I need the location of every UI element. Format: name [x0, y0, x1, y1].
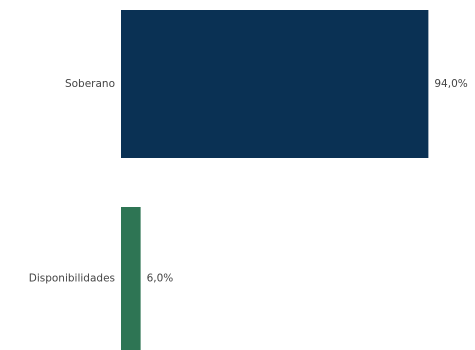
value-label-disponibilidades: 6,0%	[147, 273, 174, 285]
bars-layer	[121, 10, 429, 350]
value-label-soberano: 94,0%	[434, 78, 467, 90]
category-label-soberano: Soberano	[65, 78, 115, 90]
category-label-disponibilidades: Disponibilidades	[29, 273, 115, 285]
bar-disponibilidades	[121, 207, 141, 350]
labels-layer: Soberano 94,0% Disponibilidades 6,0%	[29, 78, 468, 285]
bar-soberano	[121, 10, 429, 158]
